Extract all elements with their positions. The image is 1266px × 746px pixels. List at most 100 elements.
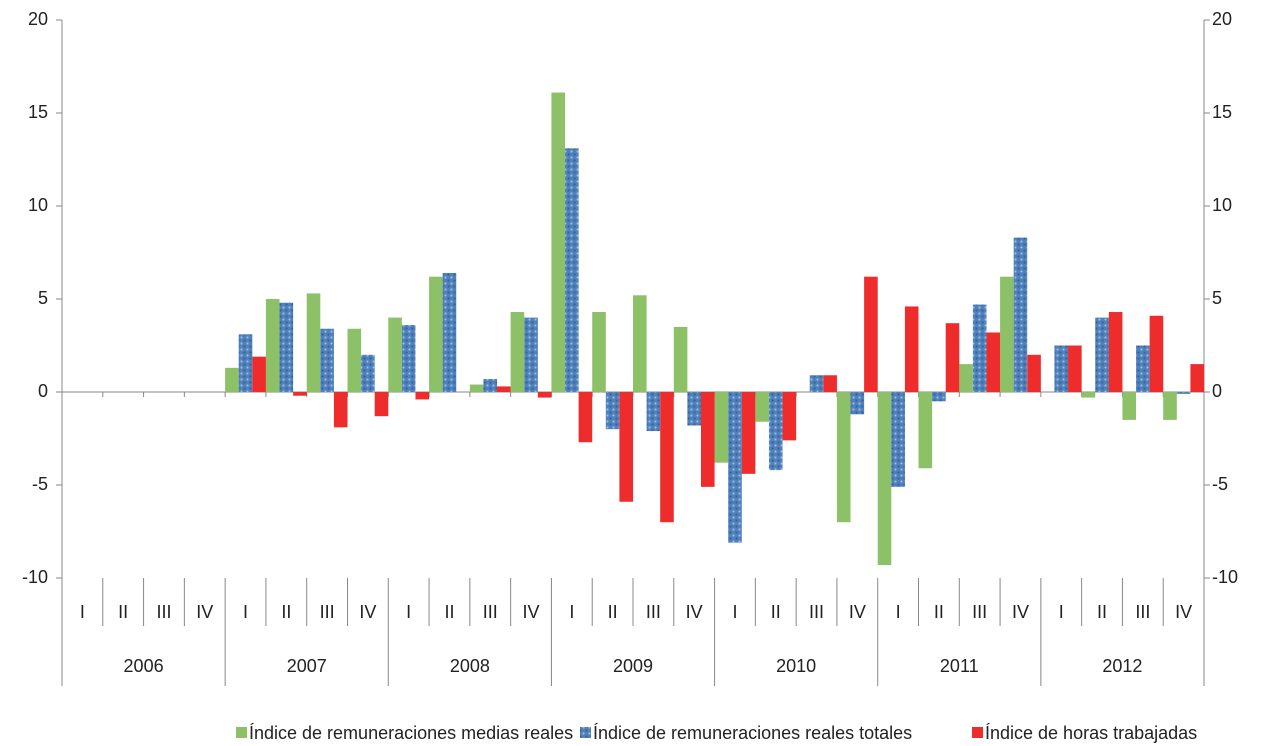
- bar: [633, 295, 647, 392]
- x-tick-label: III: [156, 602, 171, 622]
- bar: [1163, 392, 1177, 420]
- x-group-label: 2011: [940, 656, 979, 676]
- bar: [442, 272, 457, 392]
- y2-tick-label: 15: [1212, 102, 1232, 122]
- bar: [646, 392, 661, 432]
- bar: [1149, 315, 1164, 392]
- bar: [279, 302, 294, 392]
- x-tick-label: I: [243, 602, 248, 622]
- bar: [986, 332, 1001, 392]
- x-tick-label: III: [320, 602, 335, 622]
- bar: [483, 378, 498, 392]
- y2-tick-label: -10: [1212, 567, 1238, 587]
- x-tick-label: II: [444, 602, 454, 622]
- x-tick-label: II: [118, 602, 128, 622]
- bar: [551, 92, 566, 392]
- bar: [891, 392, 905, 487]
- y2-tick-label: 0: [1212, 381, 1222, 401]
- bar: [714, 392, 729, 463]
- bar: [510, 312, 525, 392]
- bar: [959, 364, 973, 392]
- bar: [972, 304, 987, 392]
- x-tick-label: IV: [196, 602, 213, 622]
- legend-label: Índice de remuneraciones medias reales: [249, 723, 573, 743]
- bar: [1000, 276, 1014, 392]
- bar: [320, 328, 334, 392]
- x-group-label: 2010: [776, 656, 816, 676]
- y-tick-label: -10: [22, 567, 48, 587]
- y-tick-label: 15: [28, 102, 48, 122]
- bar: [238, 334, 253, 392]
- bar: [225, 367, 239, 392]
- x-tick-label: III: [972, 602, 987, 622]
- x-group-label: 2008: [450, 656, 490, 676]
- bar: [877, 392, 892, 565]
- y-tick-label: -5: [32, 474, 48, 494]
- legend-swatch: [972, 727, 983, 738]
- x-tick-label: II: [934, 602, 944, 622]
- x-tick-label: I: [1059, 602, 1064, 622]
- bar: [1108, 312, 1123, 392]
- bar: [782, 392, 797, 441]
- legend-swatch: [236, 727, 247, 738]
- x-tick-label: I: [406, 602, 411, 622]
- bar: [823, 375, 837, 392]
- bar: [605, 392, 620, 430]
- bar: [904, 306, 919, 392]
- bar: [524, 317, 538, 392]
- x-tick-label: III: [646, 602, 661, 622]
- bar: [1176, 392, 1191, 394]
- legend-swatch: [580, 727, 591, 738]
- bar: [809, 375, 824, 392]
- bar: [388, 317, 402, 392]
- bar: [741, 392, 756, 474]
- bar: [768, 392, 783, 471]
- x-tick-label: II: [608, 602, 618, 622]
- y-tick-label: 20: [28, 9, 48, 29]
- y-tick-label: 0: [38, 381, 48, 401]
- bar: [700, 392, 715, 487]
- x-tick-label: III: [809, 602, 824, 622]
- bar: [1095, 317, 1109, 392]
- x-group-label: 2009: [613, 656, 653, 676]
- x-tick-label: II: [1097, 602, 1107, 622]
- bar: [619, 392, 633, 502]
- bar: [401, 325, 416, 392]
- x-tick-label: III: [483, 602, 498, 622]
- bar: [361, 354, 375, 392]
- bar: [1027, 354, 1041, 392]
- bar: [374, 392, 389, 417]
- y2-tick-label: 5: [1212, 288, 1222, 308]
- x-tick-label: IV: [1175, 602, 1192, 622]
- bar: [1068, 345, 1082, 392]
- x-group-label: 2012: [1102, 656, 1142, 676]
- x-tick-label: I: [732, 602, 737, 622]
- bar: [537, 392, 552, 398]
- bar: [1136, 345, 1150, 392]
- bar: [415, 392, 430, 400]
- x-tick-label: I: [896, 602, 901, 622]
- bar: [1081, 392, 1096, 398]
- x-tick-label: IV: [1012, 602, 1029, 622]
- bar: [265, 299, 280, 392]
- y2-tick-label: 10: [1212, 195, 1232, 215]
- x-tick-label: IV: [523, 602, 540, 622]
- bar: [1054, 345, 1069, 392]
- x-tick-label: II: [281, 602, 291, 622]
- bar: [945, 323, 960, 392]
- bar: [1190, 364, 1204, 392]
- y-tick-label: 10: [28, 195, 48, 215]
- bar: [660, 392, 674, 523]
- x-tick-label: I: [80, 602, 85, 622]
- x-group-label: 2006: [124, 656, 164, 676]
- legend-label: Índice de remuneraciones reales totales: [593, 723, 912, 743]
- bar: [293, 392, 307, 396]
- x-tick-label: IV: [359, 602, 376, 622]
- bar: [347, 328, 362, 392]
- bar: [850, 392, 865, 415]
- bar: [469, 384, 484, 392]
- bar: [864, 276, 878, 392]
- bar: [673, 326, 688, 392]
- y2-tick-label: 20: [1212, 9, 1232, 29]
